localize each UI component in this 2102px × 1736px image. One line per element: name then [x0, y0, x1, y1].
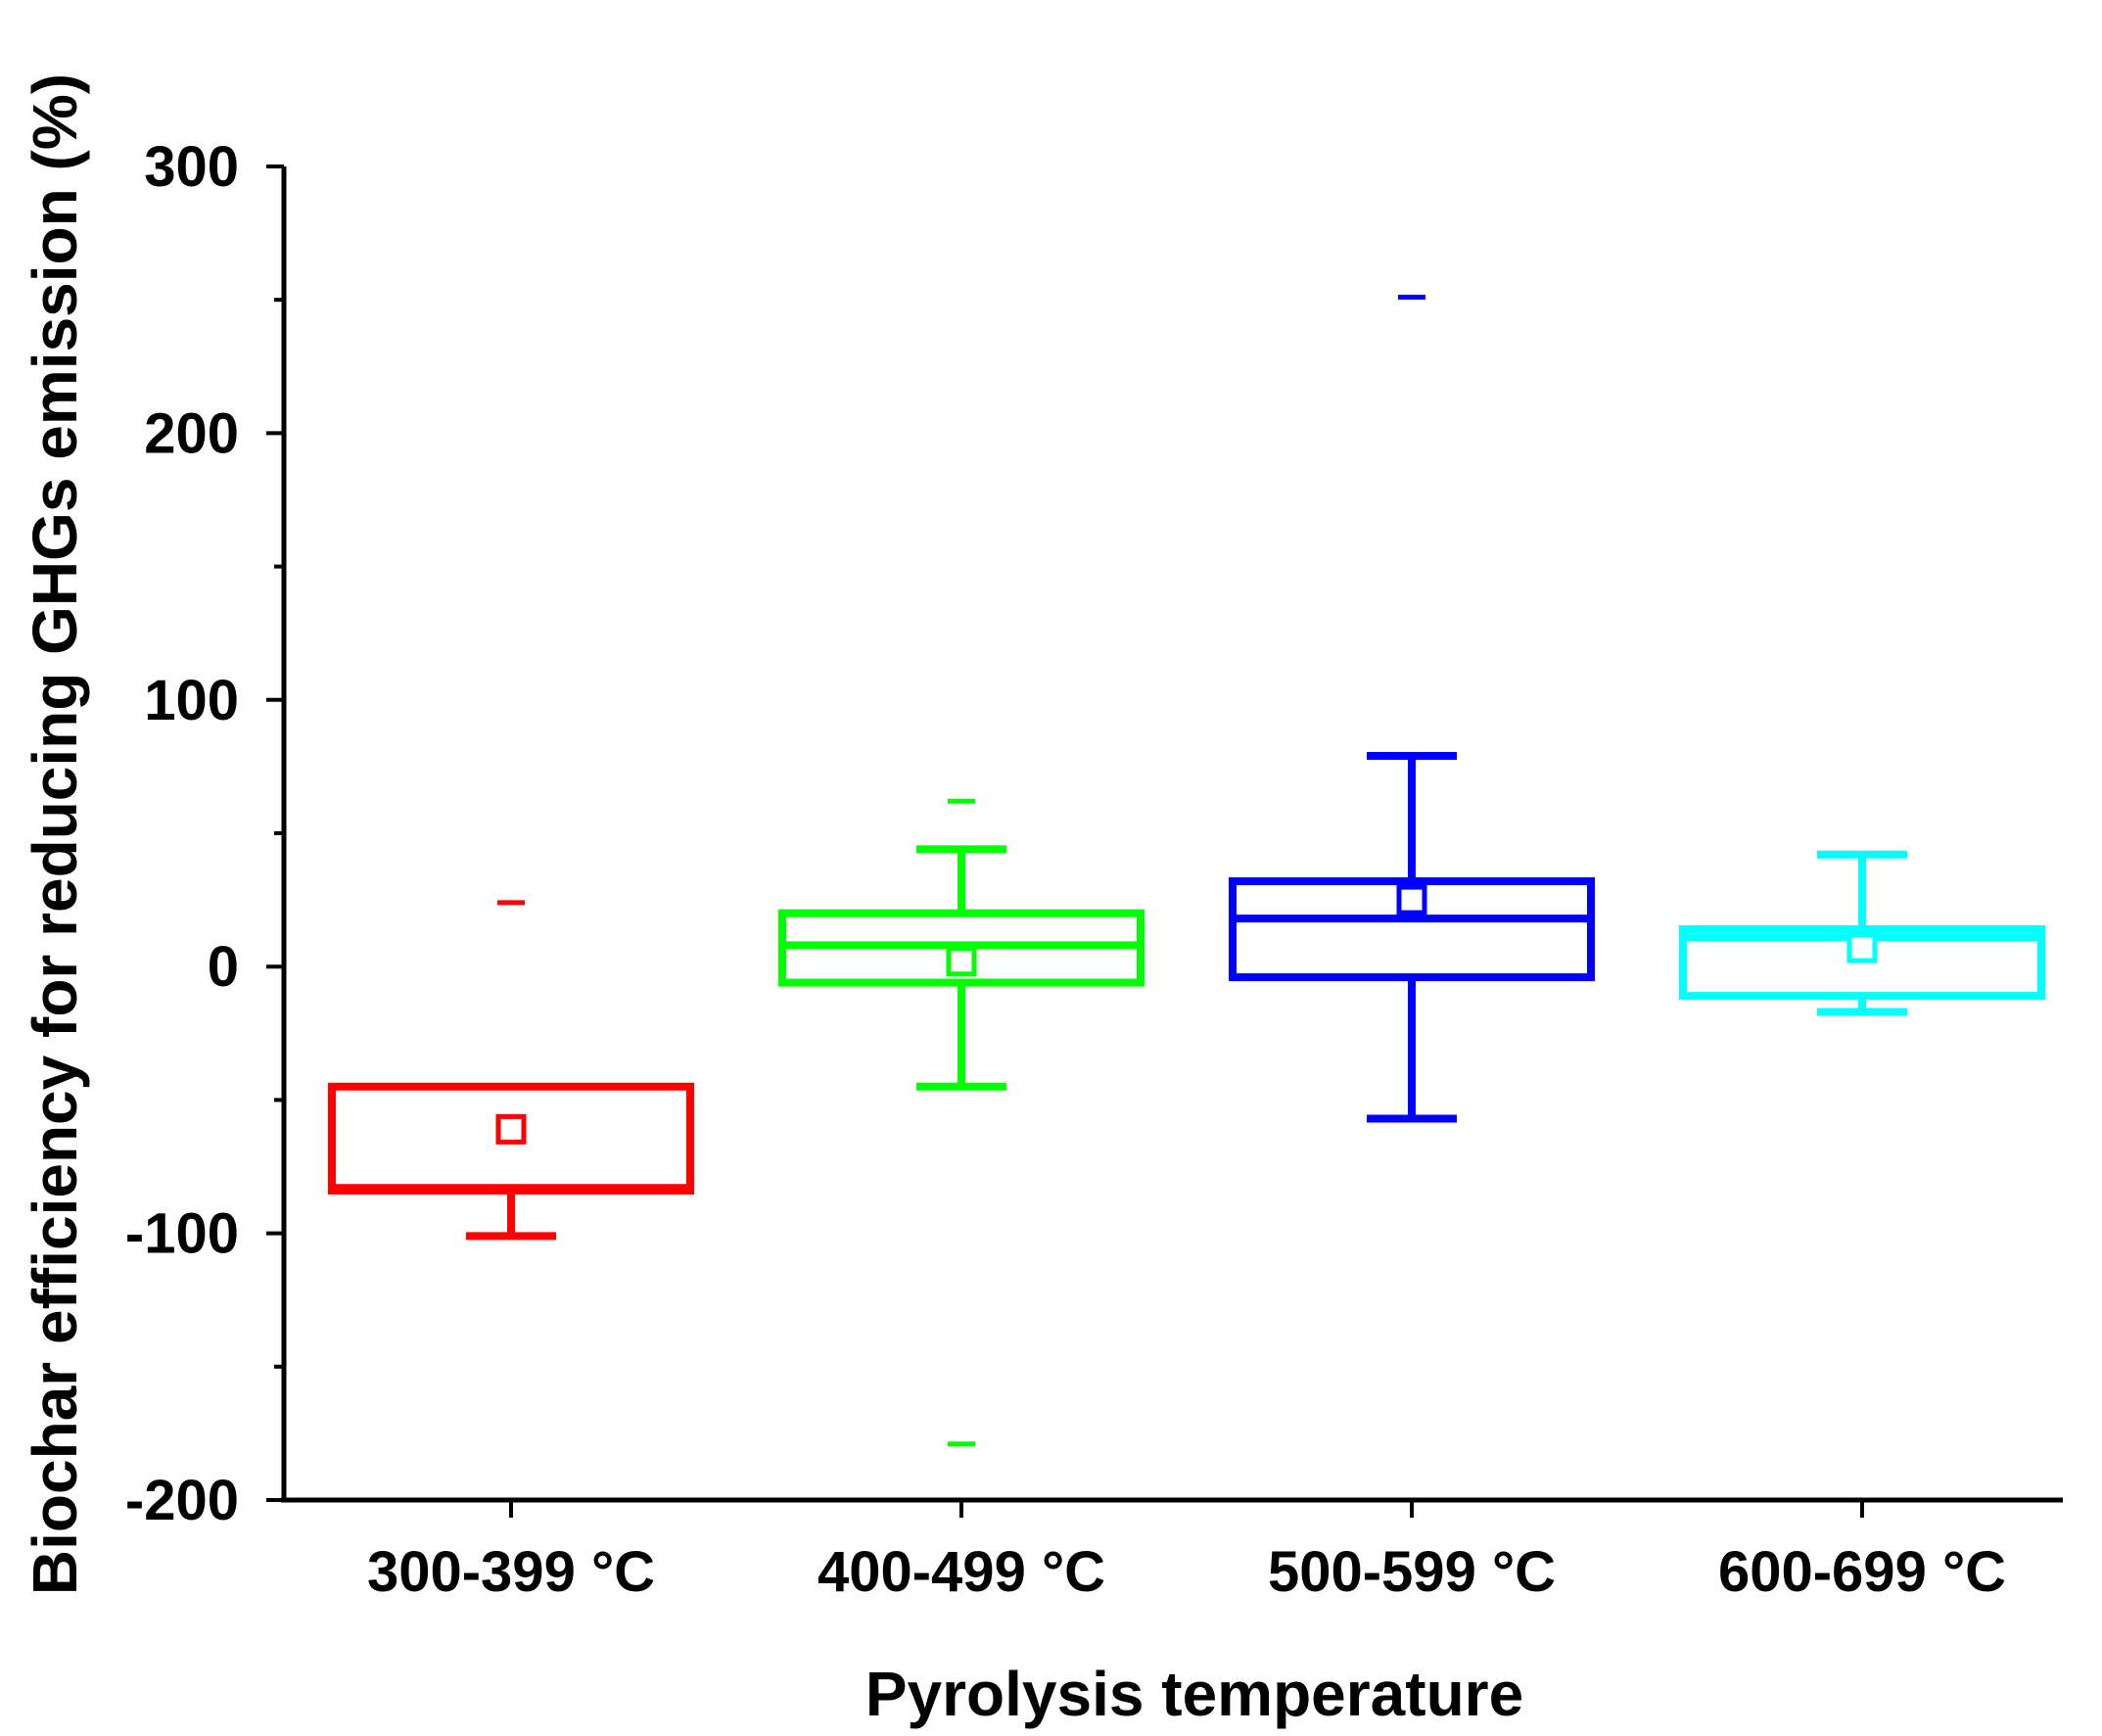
mean-marker	[946, 946, 977, 977]
boxes	[328, 294, 2045, 1447]
box-2	[778, 798, 1144, 1447]
mean-marker	[495, 1113, 527, 1145]
box-1	[328, 900, 694, 1241]
y-tick-label: -100	[125, 1202, 239, 1266]
mean-marker	[1396, 884, 1427, 915]
x-tick-label: 600-699 °C	[1718, 1540, 2006, 1604]
mean-marker	[1846, 932, 1878, 963]
x-tick-label: 400-499 °C	[817, 1540, 1105, 1604]
box-body	[1679, 925, 2045, 1001]
y-tick-label: 200	[144, 401, 239, 465]
y-tick-label: -200	[125, 1469, 239, 1532]
box-body	[1229, 877, 1595, 982]
x-tick-label: 300-399 °C	[367, 1540, 655, 1604]
x-ticks: 300-399 °C 400-499 °C 500-599 °C 600-699 °C	[367, 1500, 2006, 1604]
y-ticks: -200 -100 0 100 200 300	[125, 135, 284, 1532]
axes	[281, 166, 2063, 1503]
x-tick-label: 500-599 °C	[1268, 1540, 1556, 1604]
y-tick-label: 300	[144, 135, 239, 199]
y-axis-title: Biochar efficiency for reducing GHGs emi…	[20, 73, 90, 1595]
box-3	[1229, 294, 1595, 1123]
x-axis-title: Pyrolysis temperature	[865, 1659, 1523, 1729]
box-4	[1679, 850, 2045, 1016]
y-tick-label: 100	[144, 669, 239, 732]
y-tick-label: 0	[208, 935, 239, 999]
